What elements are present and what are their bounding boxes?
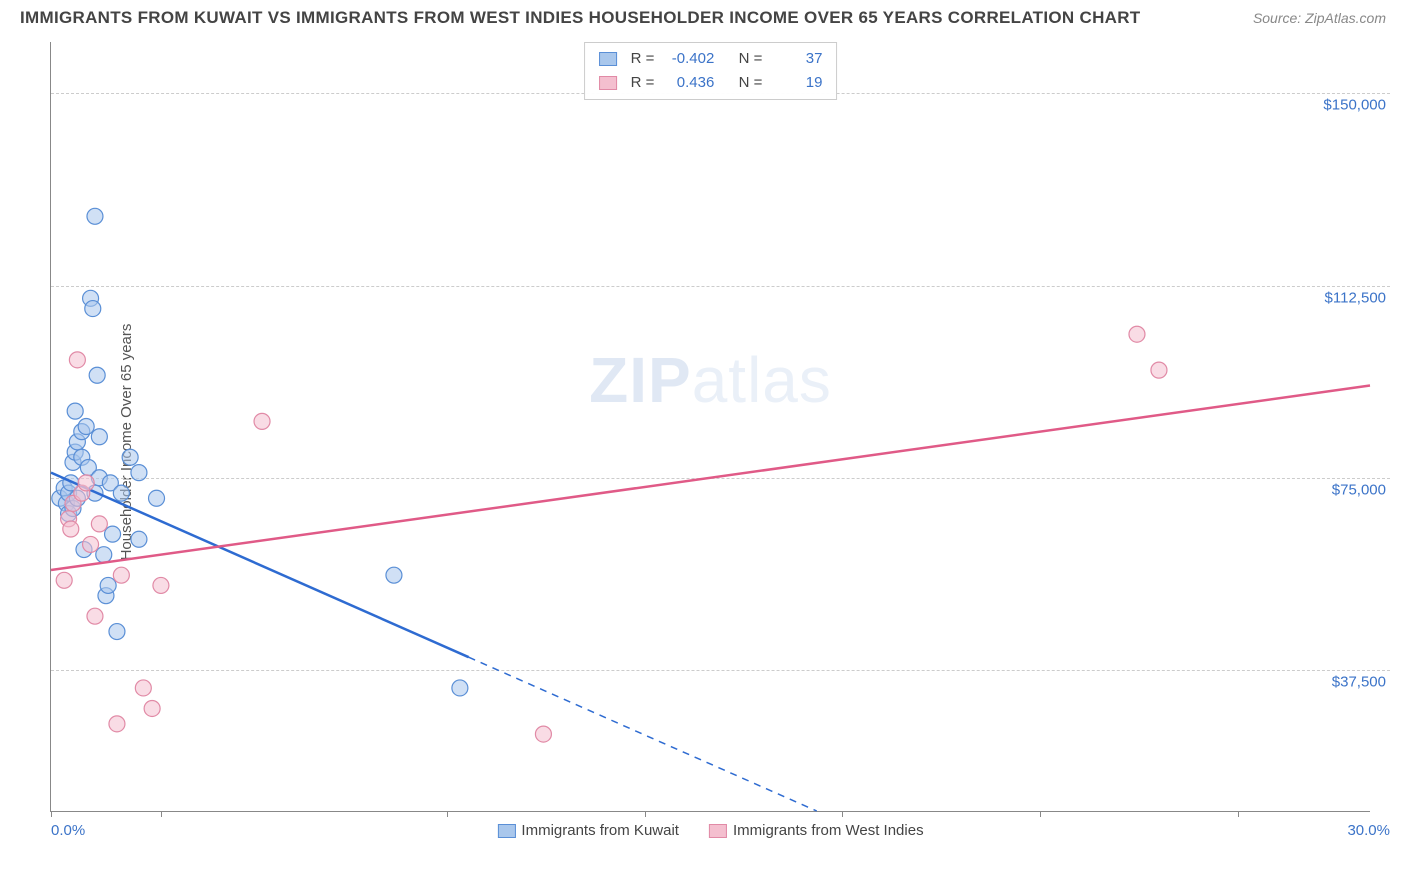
scatter-point-westindies (135, 680, 151, 696)
scatter-point-kuwait (89, 367, 105, 383)
n-value-kuwait: 37 (770, 47, 822, 71)
swatch-kuwait-icon (599, 52, 617, 66)
x-tick (447, 811, 448, 817)
scatter-point-westindies (1151, 362, 1167, 378)
scatter-point-kuwait (85, 301, 101, 317)
legend-item-westindies: Immigrants from West Indies (709, 822, 924, 839)
scatter-point-kuwait (91, 429, 107, 445)
r-value-kuwait: -0.402 (662, 47, 714, 71)
scatter-point-westindies (535, 726, 551, 742)
x-tick (1238, 811, 1239, 817)
scatter-point-westindies (91, 516, 107, 532)
legend-label-westindies: Immigrants from West Indies (733, 822, 924, 839)
scatter-point-kuwait (67, 403, 83, 419)
scatter-point-kuwait (386, 567, 402, 583)
scatter-point-westindies (83, 536, 99, 552)
chart-source: Source: ZipAtlas.com (1253, 10, 1386, 26)
swatch-kuwait-icon (497, 824, 515, 838)
regression-extrapolation-kuwait (469, 657, 817, 811)
scatter-point-kuwait (149, 490, 165, 506)
scatter-point-kuwait (452, 680, 468, 696)
n-label: N = (739, 71, 763, 95)
scatter-point-kuwait (113, 485, 129, 501)
scatter-point-westindies (113, 567, 129, 583)
plot-area: ZIPatlas R = -0.402 N = 37 R = 0.436 N =… (50, 42, 1370, 812)
legend-label-kuwait: Immigrants from Kuwait (521, 822, 679, 839)
chart-title: IMMIGRANTS FROM KUWAIT VS IMMIGRANTS FRO… (20, 8, 1141, 28)
scatter-point-kuwait (105, 526, 121, 542)
scatter-point-kuwait (87, 208, 103, 224)
scatter-point-kuwait (131, 531, 147, 547)
scatter-point-kuwait (109, 624, 125, 640)
x-tick (645, 811, 646, 817)
scatter-point-westindies (78, 475, 94, 491)
x-tick (161, 811, 162, 817)
scatter-point-kuwait (96, 547, 112, 563)
scatter-point-kuwait (131, 465, 147, 481)
r-label: R = (631, 71, 655, 95)
scatter-point-westindies (87, 608, 103, 624)
scatter-point-westindies (56, 572, 72, 588)
legend-item-kuwait: Immigrants from Kuwait (497, 822, 679, 839)
scatter-point-westindies (63, 521, 79, 537)
stats-row-kuwait: R = -0.402 N = 37 (599, 47, 823, 71)
x-tick (51, 811, 52, 817)
x-tick (1040, 811, 1041, 817)
swatch-westindies-icon (709, 824, 727, 838)
regression-line-westindies (51, 385, 1370, 570)
scatter-point-westindies (254, 413, 270, 429)
r-value-westindies: 0.436 (662, 71, 714, 95)
stats-legend-box: R = -0.402 N = 37 R = 0.436 N = 19 (584, 42, 838, 100)
scatter-point-westindies (153, 577, 169, 593)
stats-row-westindies: R = 0.436 N = 19 (599, 71, 823, 95)
plot-svg (51, 42, 1370, 811)
scatter-point-kuwait (122, 449, 138, 465)
x-axis-max-label: 30.0% (1347, 822, 1390, 839)
scatter-point-kuwait (100, 577, 116, 593)
series-legend: Immigrants from Kuwait Immigrants from W… (497, 822, 923, 839)
n-value-westindies: 19 (770, 71, 822, 95)
x-tick (842, 811, 843, 817)
x-axis-min-label: 0.0% (51, 822, 85, 839)
n-label: N = (739, 47, 763, 71)
scatter-point-westindies (69, 352, 85, 368)
scatter-point-kuwait (78, 419, 94, 435)
swatch-westindies-icon (599, 76, 617, 90)
scatter-point-westindies (1129, 326, 1145, 342)
r-label: R = (631, 47, 655, 71)
scatter-point-westindies (109, 716, 125, 732)
chart-container: Householder Income Over 65 years ZIPatla… (0, 32, 1406, 852)
scatter-point-westindies (144, 700, 160, 716)
